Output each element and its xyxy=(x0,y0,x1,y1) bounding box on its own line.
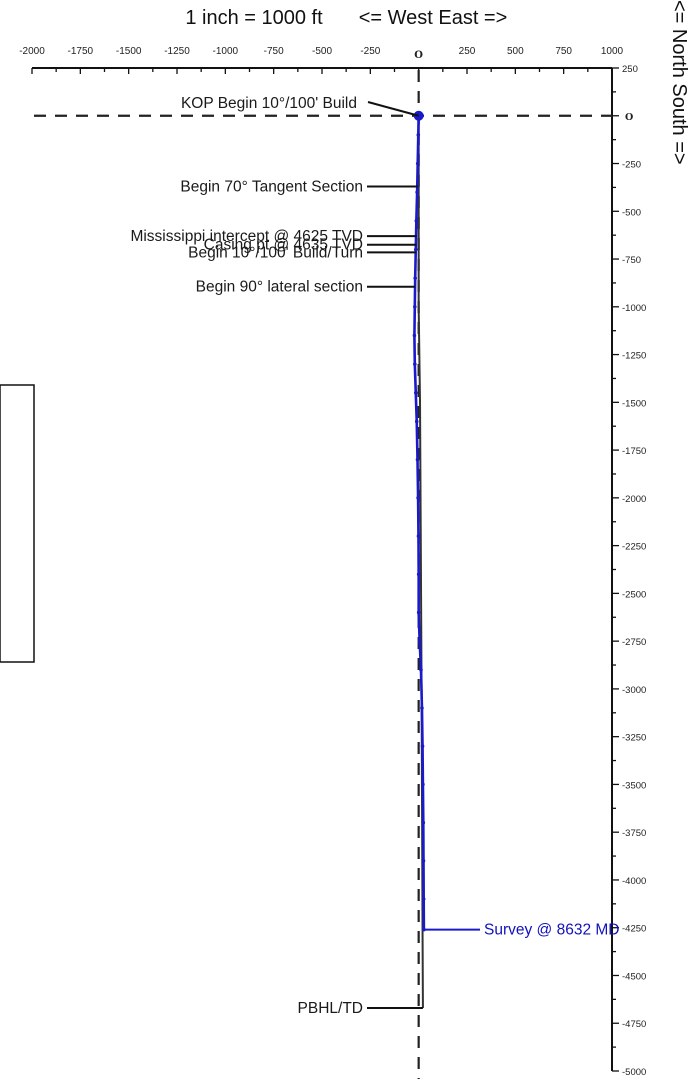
annotation-label: Begin 90° lateral section xyxy=(196,279,363,296)
y-tick-label: -2000 xyxy=(622,494,646,505)
legend-box xyxy=(0,384,35,663)
x-tick-label: 500 xyxy=(507,46,524,57)
survey-point xyxy=(414,219,419,223)
survey-series-layer xyxy=(412,110,426,932)
x-tick-label: -1500 xyxy=(116,46,142,57)
survey-point xyxy=(420,706,424,710)
y-tick-label: -2750 xyxy=(622,637,646,648)
y-tick-label: -2500 xyxy=(622,589,646,600)
survey-point xyxy=(419,668,423,672)
annotation-label: Begin 70° Tangent Section xyxy=(180,178,363,195)
y-tick-label: -750 xyxy=(622,255,641,266)
y-tick-label: -1500 xyxy=(622,398,646,409)
survey-point xyxy=(413,305,417,309)
survey-point xyxy=(413,362,417,366)
annotation-label: KOP Begin 10°/100' Build xyxy=(181,95,357,112)
survey-point xyxy=(421,782,425,787)
survey-point xyxy=(413,276,417,280)
x-tick-label: 750 xyxy=(555,46,572,57)
y-tick-label: O xyxy=(625,112,633,123)
x-tick-label: 250 xyxy=(459,46,476,57)
survey-point xyxy=(416,572,421,577)
x-tick-label: -2000 xyxy=(19,46,45,57)
y-tick-label: -2250 xyxy=(622,542,646,553)
survey-point xyxy=(420,744,425,749)
y-tick-label: -3500 xyxy=(622,780,646,791)
survey-point xyxy=(415,190,419,194)
survey-point xyxy=(417,639,422,643)
y-tick-label: -1750 xyxy=(622,446,646,457)
survey-point xyxy=(416,133,421,137)
y-tick-label: -3250 xyxy=(622,733,646,744)
x-tick-label: 1000 xyxy=(601,46,624,57)
axes-layer: -2000 -1750 -1500 -1250 -1000 -750 -500 -250 O 25… xyxy=(19,46,646,1078)
survey-label: Survey @ 8632 MD xyxy=(484,922,619,939)
annotation-label: PBHL/TD xyxy=(298,1000,363,1017)
annotation-label: Begin 10°/100' Build/Turn xyxy=(188,244,363,261)
annotation-label: Mississippi intercept @ 4625 TVD xyxy=(130,228,363,245)
y-tick-label: -3000 xyxy=(622,685,646,696)
y-tick-label: 250 xyxy=(622,64,638,75)
annotation-leader xyxy=(367,101,419,117)
survey-point xyxy=(413,247,418,252)
y-tick-label: -250 xyxy=(622,160,641,171)
y-tick-label: -1000 xyxy=(622,303,646,314)
x-tick-label: O xyxy=(414,50,423,61)
survey-point xyxy=(421,897,426,901)
y-tick-label: -4250 xyxy=(622,924,646,935)
survey-point xyxy=(416,610,421,615)
x-tick-label: -1250 xyxy=(164,46,190,57)
planned-path-layer xyxy=(417,115,424,1008)
survey-point xyxy=(416,534,421,538)
x-tick-label: -750 xyxy=(264,46,284,57)
chart-title: 1 inch = 1000 ft xyxy=(185,7,323,29)
survey-point xyxy=(415,161,420,166)
annotation-label: Casing pt @ 4635 TVD xyxy=(204,237,363,254)
survey-point xyxy=(415,457,420,462)
planned-path-line xyxy=(417,115,424,1008)
x-tick-label: -500 xyxy=(312,46,332,57)
y-tick-label: -4750 xyxy=(622,1019,646,1030)
x-tick-label: -1000 xyxy=(213,46,239,57)
annotation-layer: KOP Begin 10°/100' Build Begin 70° Tangen… xyxy=(130,95,619,1017)
survey-point xyxy=(421,820,426,825)
x-tick-label: -250 xyxy=(360,46,380,57)
y-tick-label: -4500 xyxy=(622,971,646,982)
survey-point xyxy=(416,496,420,500)
y-tick-label: -500 xyxy=(622,207,641,218)
north-south-label: <= North South => xyxy=(668,0,690,165)
y-tick-label: -4000 xyxy=(622,876,646,887)
survey-point xyxy=(421,859,426,863)
y-tick-label: -3750 xyxy=(622,828,646,839)
survey-line xyxy=(413,115,426,930)
survey-point xyxy=(413,390,418,395)
y-tick-label: -1250 xyxy=(622,351,646,362)
west-east-label: <= West East => xyxy=(359,7,508,29)
survey-point xyxy=(414,419,419,424)
survey-point xyxy=(412,333,417,338)
y-tick-label: -5000 xyxy=(622,1067,646,1078)
x-tick-label: -1750 xyxy=(68,46,94,57)
